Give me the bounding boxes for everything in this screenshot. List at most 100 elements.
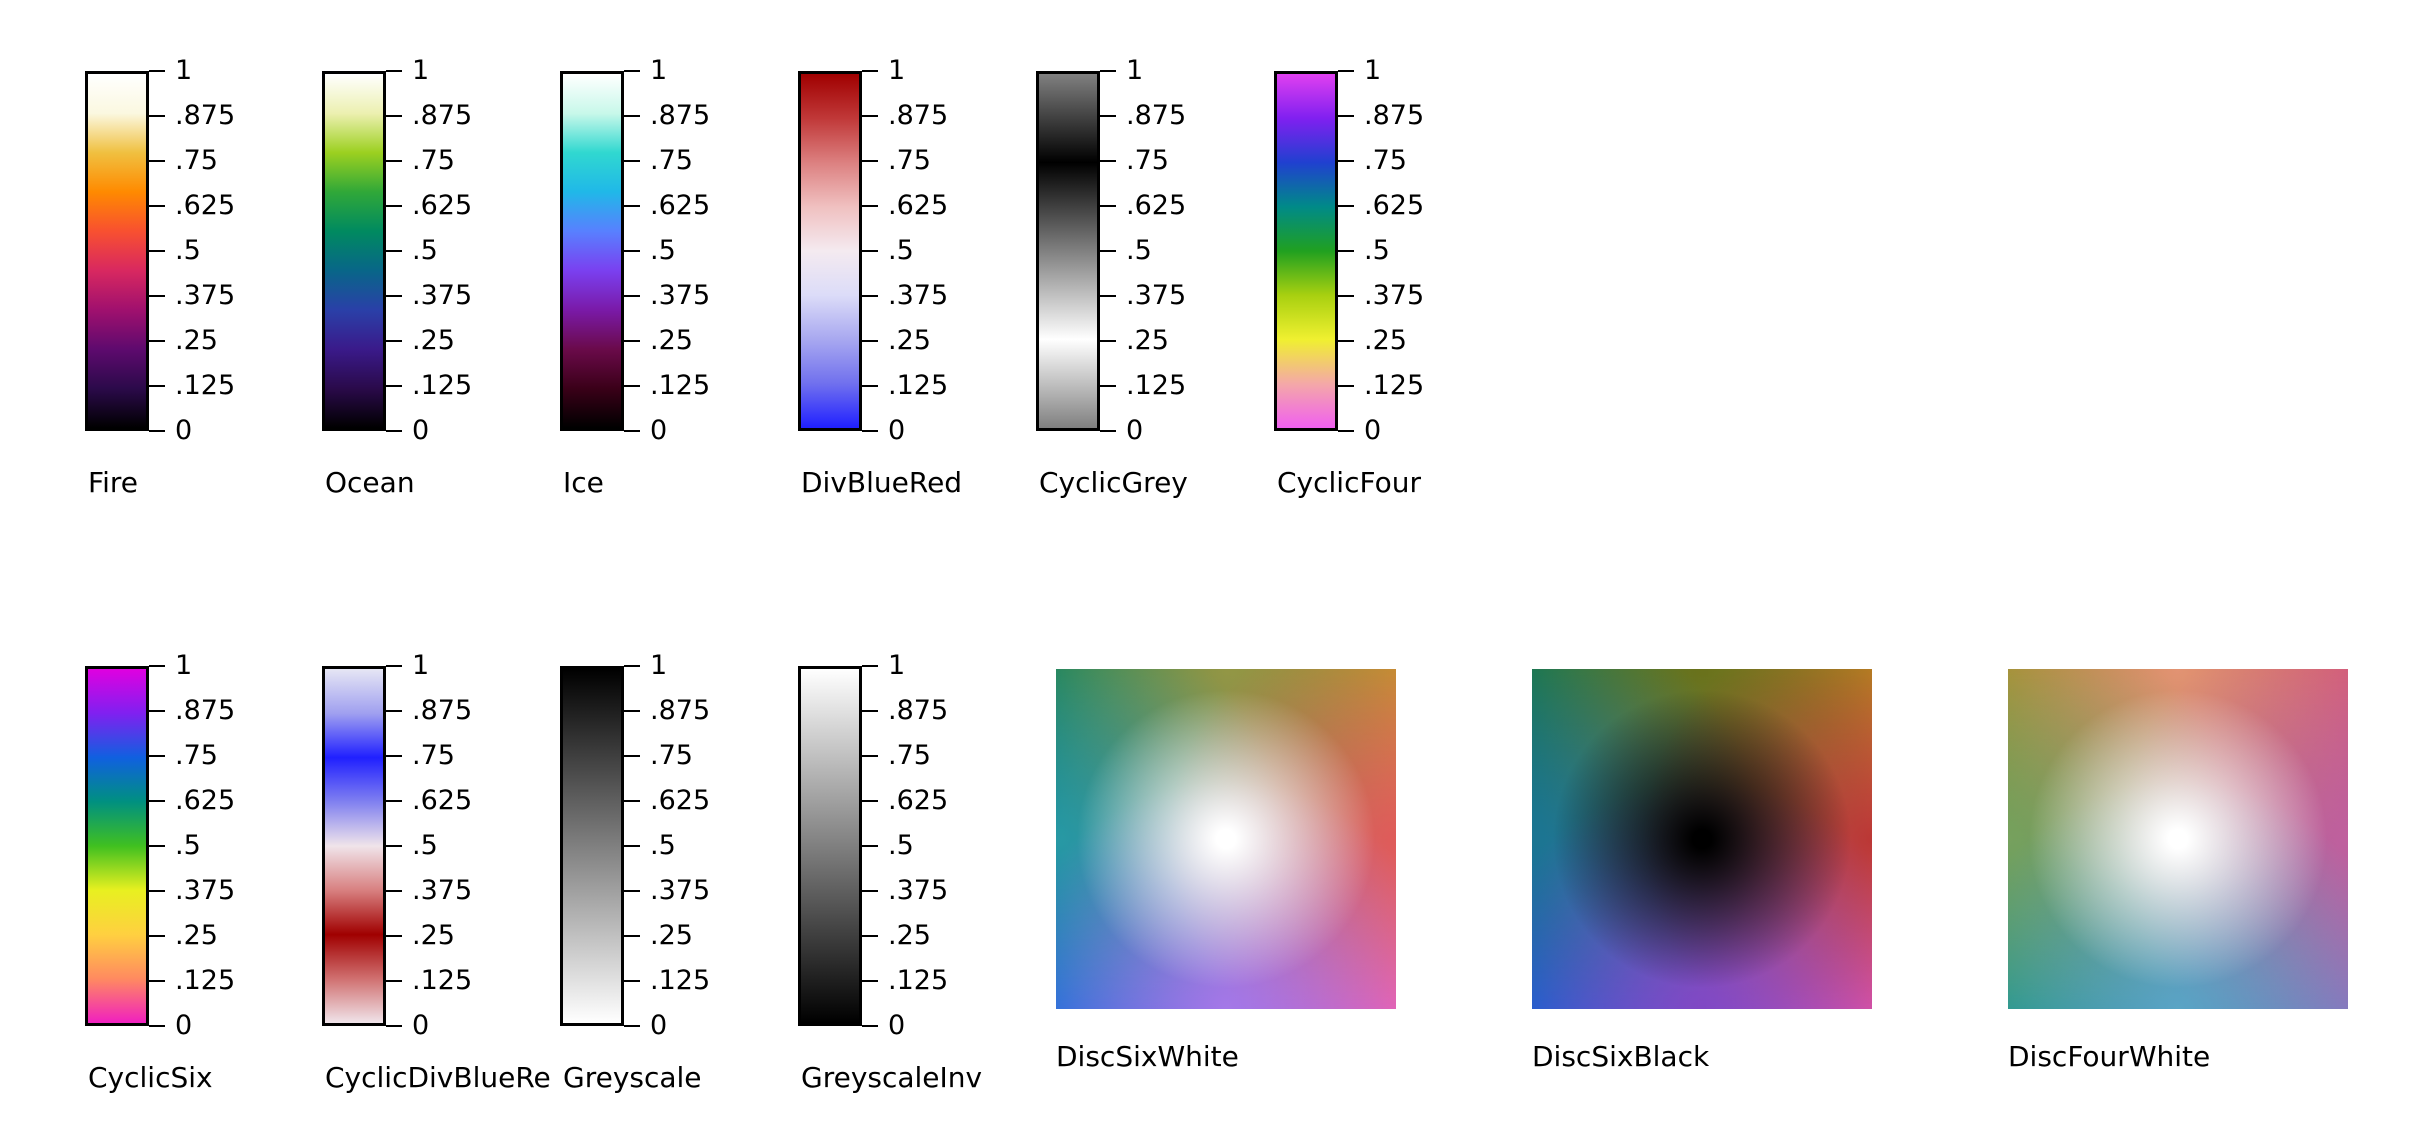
tick-label: .5	[650, 830, 676, 861]
tick-mark	[1338, 115, 1354, 117]
tick-label: .125	[175, 965, 236, 996]
tick-mark	[1338, 70, 1354, 72]
tick-label: 1	[175, 650, 193, 681]
tick-mark	[386, 70, 402, 72]
tick-label: .125	[650, 965, 711, 996]
tick-label: 1	[650, 650, 668, 681]
tick-label: .375	[1364, 280, 1425, 311]
tick-mark	[149, 845, 165, 847]
tick-label: .875	[888, 100, 949, 131]
colormap-name: DivBlueRed	[801, 466, 963, 499]
tick-mark	[1100, 115, 1116, 117]
colorbar-gradient	[798, 71, 862, 431]
tick-mark	[624, 1025, 640, 1027]
tick-mark	[862, 1025, 878, 1027]
colormap-name: CyclicSix	[88, 1061, 213, 1094]
colormap-name: GreyscaleInv	[801, 1061, 983, 1094]
colormap-name: CyclicDivBlueRe	[325, 1061, 551, 1094]
colorbar-gradient	[322, 71, 386, 431]
tick-label: .375	[1126, 280, 1187, 311]
tick-label: 1	[1364, 55, 1382, 86]
tick-mark	[1338, 385, 1354, 387]
tick-mark	[624, 295, 640, 297]
tick-label: .625	[175, 785, 236, 816]
tick-label: .5	[1364, 235, 1390, 266]
tick-mark	[149, 205, 165, 207]
tick-label: .5	[175, 830, 201, 861]
tick-mark	[386, 115, 402, 117]
tick-mark	[624, 710, 640, 712]
colorbar-gradient	[1036, 71, 1100, 431]
tick-label: 1	[888, 650, 906, 681]
tick-mark	[862, 800, 878, 802]
tick-label: .5	[175, 235, 201, 266]
tick-label: .25	[650, 920, 693, 951]
tick-mark	[1100, 430, 1116, 432]
tick-label: 1	[412, 55, 430, 86]
colorbar-gradient	[1274, 71, 1338, 431]
tick-mark	[624, 755, 640, 757]
tick-mark	[862, 295, 878, 297]
colormap-name: Fire	[88, 466, 138, 499]
tick-mark	[624, 890, 640, 892]
tick-label: .75	[175, 740, 218, 771]
tick-mark	[386, 890, 402, 892]
tick-label: 0	[888, 1010, 906, 1041]
tick-label: 1	[1126, 55, 1144, 86]
tick-label: .625	[888, 190, 949, 221]
tick-mark	[862, 665, 878, 667]
tick-label: .75	[650, 145, 693, 176]
tick-mark	[862, 115, 878, 117]
colormap-name: DiscFourWhite	[2008, 1040, 2211, 1073]
tick-mark	[149, 70, 165, 72]
tick-mark	[624, 160, 640, 162]
tick-mark	[149, 160, 165, 162]
tick-mark	[624, 800, 640, 802]
tick-mark	[624, 980, 640, 982]
tick-label: .375	[650, 280, 711, 311]
tick-mark	[149, 295, 165, 297]
colormap-name: Ice	[563, 466, 604, 499]
tick-label: .25	[888, 920, 931, 951]
tick-label: .125	[888, 370, 949, 401]
tick-label: .875	[888, 695, 949, 726]
tick-label: .125	[1364, 370, 1425, 401]
tick-mark	[149, 665, 165, 667]
tick-label: .125	[175, 370, 236, 401]
tick-label: .25	[888, 325, 931, 356]
tick-label: .5	[650, 235, 676, 266]
tick-label: .25	[650, 325, 693, 356]
tick-label: .625	[412, 190, 473, 221]
tick-label: .5	[1126, 235, 1152, 266]
tick-mark	[386, 845, 402, 847]
tick-label: .875	[175, 695, 236, 726]
tick-label: .875	[175, 100, 236, 131]
tick-label: .375	[412, 875, 473, 906]
tick-label: .375	[175, 875, 236, 906]
tick-label: .25	[412, 920, 455, 951]
tick-label: .125	[412, 965, 473, 996]
tick-label: 0	[412, 415, 430, 446]
tick-label: .875	[650, 695, 711, 726]
disc-colormap-image	[1532, 669, 1872, 1009]
tick-mark	[862, 160, 878, 162]
tick-label: .875	[1364, 100, 1425, 131]
tick-mark	[862, 205, 878, 207]
tick-label: 0	[1364, 415, 1382, 446]
tick-mark	[862, 890, 878, 892]
tick-label: .25	[1364, 325, 1407, 356]
tick-mark	[624, 935, 640, 937]
tick-label: 0	[1126, 415, 1144, 446]
tick-mark	[1100, 340, 1116, 342]
tick-mark	[149, 385, 165, 387]
tick-mark	[149, 710, 165, 712]
tick-mark	[1100, 205, 1116, 207]
disc-colormap-image	[1056, 669, 1396, 1009]
tick-label: 0	[650, 415, 668, 446]
tick-mark	[1338, 205, 1354, 207]
tick-mark	[149, 890, 165, 892]
tick-label: .25	[175, 325, 218, 356]
colormap-name: DiscSixWhite	[1056, 1040, 1239, 1073]
tick-label: .375	[888, 280, 949, 311]
tick-label: .75	[650, 740, 693, 771]
